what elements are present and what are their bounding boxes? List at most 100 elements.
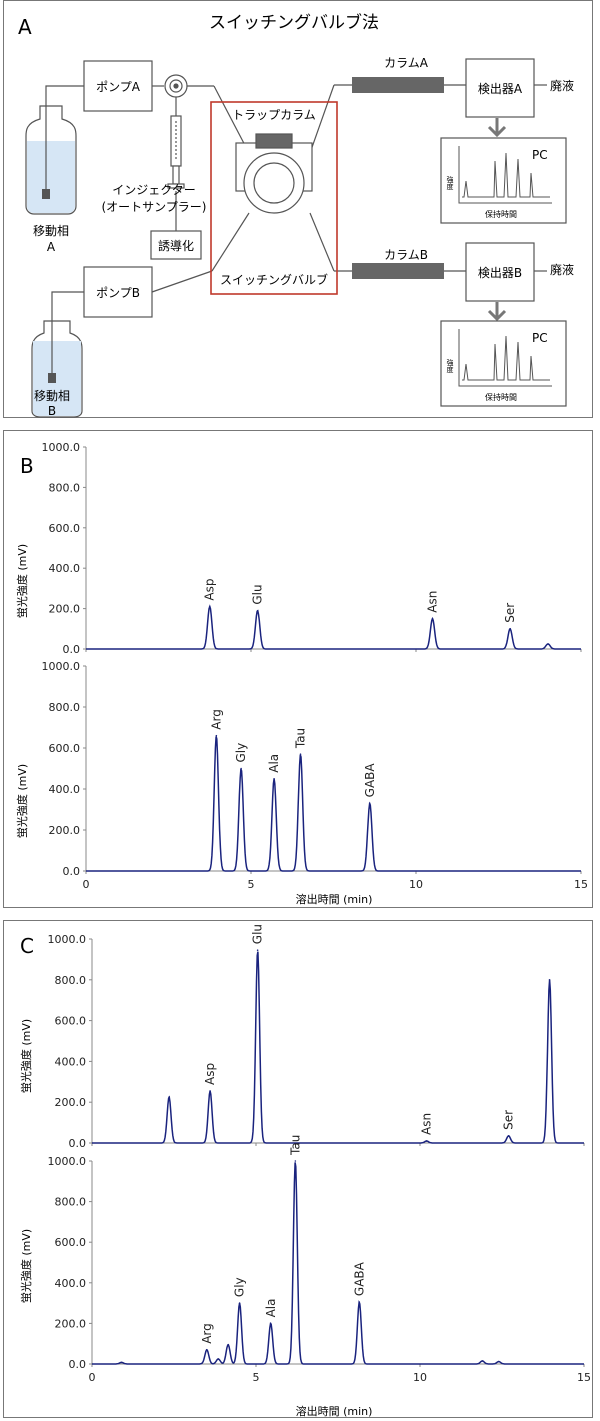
peak-label-gaba: GABA	[352, 1261, 366, 1296]
pump-b-box	[83, 266, 153, 318]
peak-label-gly: Gly	[233, 1277, 247, 1297]
peak-point	[548, 979, 551, 981]
plot-B-upper: 1000.0 800.0 600.0 400.0 200.0 0.0 Asp Glu Asn Se…	[42, 441, 582, 656]
peak-point	[299, 753, 302, 755]
peak-label-asn: Asn	[426, 591, 440, 613]
y-tick-label: 200.0	[55, 1096, 87, 1109]
peak-label-asp: Asp	[203, 579, 217, 601]
peak-point	[507, 1135, 510, 1137]
peak-point	[273, 777, 275, 780]
pump-b-label: ポンプB	[96, 286, 140, 300]
x-tick-label: 10	[409, 878, 423, 891]
derivatization-box	[150, 230, 202, 260]
injector-label: インジェクター	[112, 183, 196, 197]
peak-point	[209, 1090, 211, 1092]
peak-point	[208, 605, 211, 608]
pc-a-xlabel: 保持時間	[485, 209, 517, 219]
y-tick-label: 800.0	[55, 974, 87, 987]
x-tick-label: 15	[574, 878, 588, 891]
x-tick-label: 5	[248, 878, 255, 891]
injector-icon	[164, 74, 188, 189]
detector-b-box	[465, 242, 535, 302]
y-tick-label: 400.0	[49, 783, 81, 796]
y-tick-label: 1000.0	[48, 933, 87, 946]
column-a-bar	[352, 77, 444, 93]
chromatogram-b: B 蛍光強度 (mV) 蛍光強度 (mV) 溶出時間 (min) 1000.08…	[15, 441, 589, 906]
mobile-phase-a-label: 移動相	[33, 224, 69, 238]
panel-a-letter: A	[18, 15, 32, 39]
peak-point	[431, 617, 434, 620]
peak-label-tau: Tau	[294, 728, 308, 749]
x-tick-label: 15	[577, 1371, 591, 1384]
x-tick-label: 0	[89, 1371, 96, 1384]
plot-C-upper: 1000.0 800.0 600.0 400.0 200.0 0.0 Asp Glu Asn Se…	[48, 924, 585, 1150]
y-tick-label: 200.0	[49, 603, 81, 616]
peak-point	[425, 1140, 428, 1142]
peak-point	[269, 1322, 272, 1325]
y-tick-label: 200.0	[55, 1317, 87, 1330]
chromatogram-c: C 蛍光強度 (mV) 蛍光強度 (mV) 溶出時間 (min) 1000.08…	[19, 924, 591, 1418]
x-tick-label: 0	[83, 878, 90, 891]
peak-point	[294, 1160, 297, 1162]
pc-b-label: PC	[532, 331, 548, 345]
peak-label-ser: Ser	[502, 1110, 516, 1130]
c-xlabel: 溶出時間 (min)	[296, 1404, 373, 1418]
pump-a-label: ポンプA	[96, 80, 141, 94]
peak-label-asn: Asn	[420, 1113, 434, 1135]
y-tick-label: 0.0	[69, 1358, 87, 1371]
peak-point	[481, 1360, 484, 1362]
detector-a-box	[465, 58, 535, 118]
pc-a-box	[440, 137, 567, 224]
y-tick-label: 0.0	[63, 643, 81, 656]
detector-a-label: 検出器A	[478, 82, 523, 96]
peak-label-glu: Glu	[251, 584, 265, 604]
autosampler-label: (オートサンプラー)	[101, 200, 206, 214]
panel-c-letter: C	[20, 934, 34, 958]
mobile-phase-b-label: 移動相	[34, 389, 70, 403]
mobile-phase-a-letter: A	[47, 240, 56, 254]
derivatization-label: 誘導化	[158, 239, 194, 253]
y-tick-label: 400.0	[49, 562, 81, 575]
switching-valve-icon	[235, 133, 313, 214]
y-tick-label: 800.0	[49, 481, 81, 494]
column-b-bar	[352, 263, 444, 279]
y-tick-label: 600.0	[49, 522, 81, 535]
mobile-phase-b-letter: B	[48, 404, 56, 418]
peak-label-ala: Ala	[267, 754, 281, 773]
peak-label-arg: Arg	[200, 1323, 214, 1344]
peak-point	[369, 802, 371, 805]
peak-point	[217, 1358, 220, 1360]
peak-label-glu: Glu	[251, 924, 265, 944]
peak-point	[206, 1348, 208, 1351]
x-tick-label: 10	[413, 1371, 427, 1384]
switching-valve-label: スイッチングバルブ	[220, 272, 328, 287]
peak-point	[509, 628, 511, 630]
plot-B-lower: 1000.0 800.0 600.0 400.0 200.0 0.00 5 10 15 Arg Gl…	[42, 660, 589, 891]
panel-b: B 蛍光強度 (mV) 蛍光強度 (mV) 溶出時間 (min) 1000.0 8…	[3, 430, 593, 908]
peak-label-arg: Arg	[209, 709, 223, 730]
y-tick-label: 200.0	[49, 824, 81, 837]
mobile-phase-b-bottle	[31, 320, 83, 418]
pc-a-label: PC	[532, 148, 548, 162]
down-arrow-icon	[487, 118, 507, 322]
b-lower-ylabel: 蛍光強度 (mV)	[15, 764, 29, 838]
trap-column-label: トラップカラム	[232, 108, 316, 122]
y-tick-label: 1000.0	[48, 1155, 87, 1168]
peak-point	[240, 767, 242, 770]
peak-label-gaba: GABA	[363, 763, 377, 798]
peak-point	[497, 1360, 500, 1363]
waste-b-label: 廃液	[550, 262, 574, 277]
peak-point	[256, 609, 259, 612]
flow-diagram: A スイッチングバルブ法 移動相 A 移動相 B ポ	[18, 12, 574, 418]
diagram-title: スイッチングバルブ法	[209, 12, 379, 33]
peak-point	[215, 734, 218, 737]
pc-b-xlabel: 保持時間	[485, 392, 517, 402]
pump-a-box	[83, 60, 153, 112]
y-tick-label: 0.0	[63, 865, 81, 878]
peak-point	[547, 643, 549, 645]
c-lower-ylabel: 蛍光強度 (mV)	[19, 1229, 33, 1303]
column-a-label: カラムA	[384, 56, 429, 70]
y-tick-label: 400.0	[55, 1277, 87, 1290]
y-tick-label: 800.0	[55, 1196, 87, 1209]
peak-label-asp: Asp	[203, 1063, 217, 1085]
